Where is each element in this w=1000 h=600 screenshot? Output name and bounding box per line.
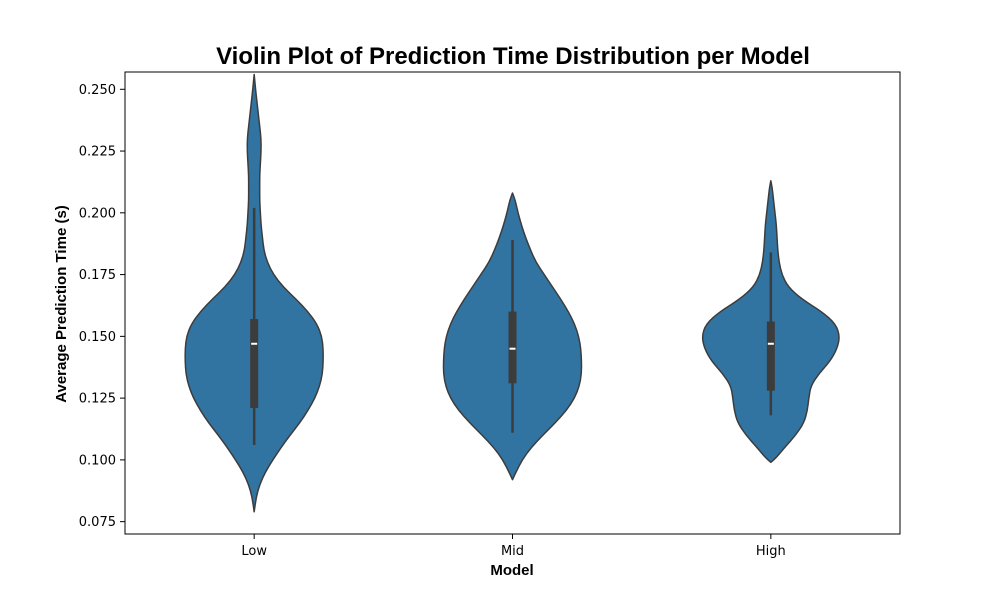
y-tick-label: 0.175 bbox=[79, 268, 116, 283]
y-axis: 0.075 0.100 0.125 0.150 0.175 0.200 0.225 0.250 bbox=[79, 83, 125, 530]
iqr-box-high bbox=[766, 321, 775, 391]
x-tick-label-high: High bbox=[756, 544, 786, 559]
iqr-box-low bbox=[250, 319, 259, 408]
y-tick-label: 0.150 bbox=[79, 330, 116, 345]
y-axis-label: Average Prediction Time (s) bbox=[53, 205, 70, 403]
y-tick-label: 0.250 bbox=[79, 83, 116, 98]
x-axis: Low Mid High bbox=[241, 534, 786, 559]
iqr-box-mid bbox=[508, 311, 517, 384]
y-tick-label: 0.100 bbox=[79, 453, 116, 468]
y-tick-label: 0.125 bbox=[79, 392, 116, 407]
x-axis-label: Model bbox=[490, 562, 533, 579]
x-tick-label-mid: Mid bbox=[501, 544, 524, 559]
y-tick-label: 0.225 bbox=[79, 145, 116, 160]
plot-area bbox=[184, 73, 840, 513]
y-tick-label: 0.075 bbox=[79, 515, 116, 530]
y-tick-label: 0.200 bbox=[79, 206, 116, 221]
chart-title: Violin Plot of Prediction Time Distribut… bbox=[216, 43, 810, 70]
x-tick-label-low: Low bbox=[241, 544, 267, 559]
